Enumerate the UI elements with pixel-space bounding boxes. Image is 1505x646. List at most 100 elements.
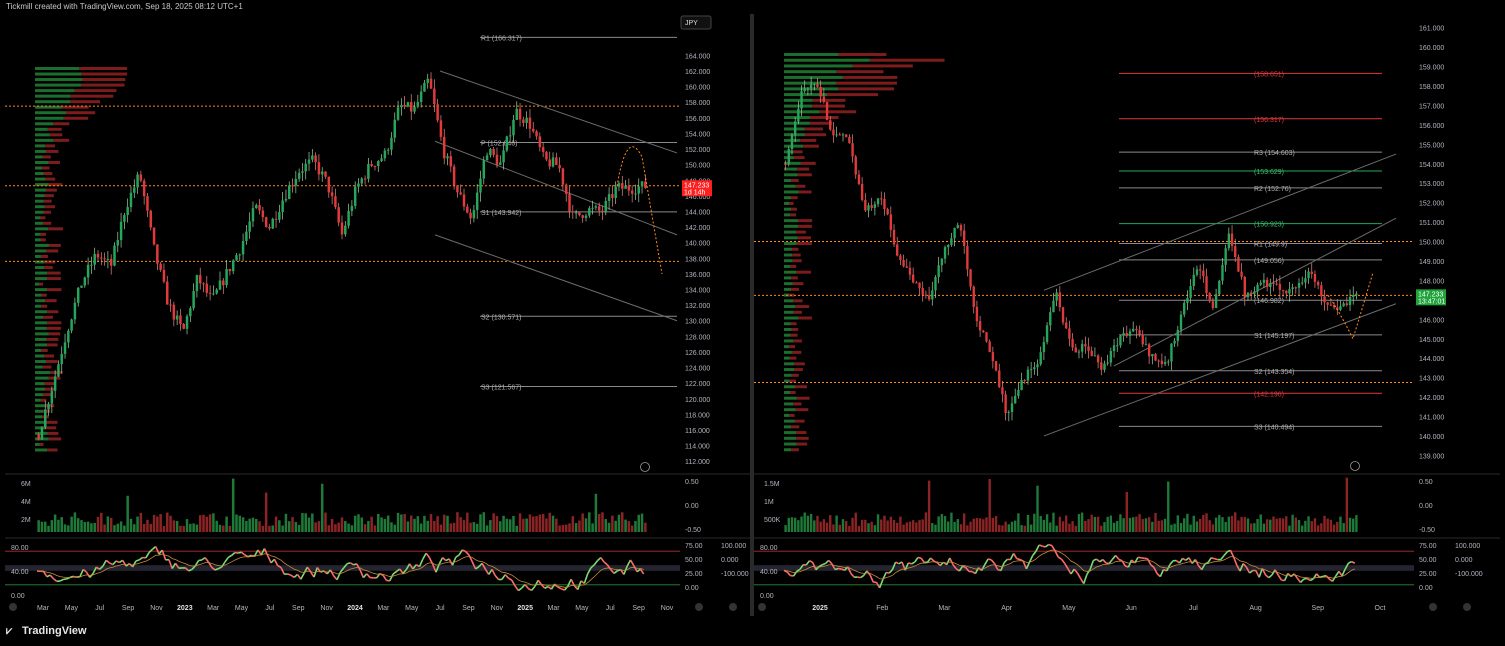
stochastic-line-segment xyxy=(220,561,226,568)
stochastic-line-segment xyxy=(237,551,242,554)
candle-body xyxy=(1176,329,1180,341)
stochastic-line-segment xyxy=(174,562,180,569)
volume-profile-bar xyxy=(784,379,790,383)
stochastic-line-segment xyxy=(1293,573,1299,579)
candle-body xyxy=(1052,300,1055,313)
candle-body xyxy=(1141,334,1144,345)
volume-bar xyxy=(505,518,509,532)
stochastic-line-segment xyxy=(965,567,970,573)
candle-body xyxy=(202,283,205,285)
stochastic-line-segment xyxy=(1150,564,1155,569)
volume-bar xyxy=(1237,520,1240,532)
left-chart-panel[interactable]: R1 (166.317) P (152.846) S1 (143.942) S2 (1… xyxy=(5,14,750,616)
volume-profile-bar xyxy=(44,354,55,358)
volume-profile-bar xyxy=(40,238,46,242)
volume-profile-bar xyxy=(784,305,796,309)
panel-divider[interactable] xyxy=(750,14,754,616)
candle-body xyxy=(953,227,956,239)
stochastic-line-segment xyxy=(105,559,111,564)
volume-profile-bar xyxy=(791,179,799,183)
candle-body xyxy=(883,198,886,209)
candle-body xyxy=(235,255,238,261)
volume-profile-bar xyxy=(784,213,791,217)
volume-bar xyxy=(809,513,813,532)
candle-body xyxy=(816,84,819,87)
tradingview-logo[interactable]: ⩗ TradingView xyxy=(6,625,87,638)
stochastic-line-segment xyxy=(445,558,450,562)
volume-bar xyxy=(218,524,222,532)
stochastic-line-segment xyxy=(811,562,817,571)
volume-profile-bar xyxy=(35,144,46,148)
volume-bar xyxy=(1033,513,1036,532)
stochastic-line-segment xyxy=(987,558,992,561)
stochastic-line-segment xyxy=(949,557,954,566)
candle-body xyxy=(528,117,532,129)
volume-profile-bar xyxy=(35,382,45,386)
volume-bar xyxy=(1326,518,1329,532)
candle-body xyxy=(841,134,845,136)
volume-profile-bar xyxy=(790,264,797,268)
volume-bar xyxy=(57,519,60,532)
candle-body xyxy=(998,370,1001,388)
stochastic-line-segment xyxy=(626,559,632,567)
candle-body xyxy=(278,212,281,220)
candle-body xyxy=(172,304,176,320)
volume-profile-bar xyxy=(50,371,63,375)
volume-bar xyxy=(800,516,803,532)
stochastic-line-segment xyxy=(194,560,200,567)
volume-bar xyxy=(829,515,832,532)
right-chart-panel[interactable]: (158.651) (156.317) R3 (154.603) (153.629) R… xyxy=(754,14,1500,616)
candle-body xyxy=(1023,380,1026,382)
candle-body xyxy=(515,108,519,120)
candle-body xyxy=(1125,333,1128,337)
volume-profile-bar xyxy=(790,322,797,326)
candle-body xyxy=(1154,353,1157,361)
candle-body xyxy=(1151,353,1154,357)
volume-profile-bar xyxy=(45,360,58,364)
volume-bar xyxy=(819,521,822,532)
volume-profile-bar xyxy=(792,259,802,263)
stochastic-line-segment xyxy=(1067,568,1072,575)
candle-body xyxy=(637,186,641,194)
volume-profile-bar xyxy=(789,379,796,383)
candle-body xyxy=(208,292,212,294)
candle-body xyxy=(541,147,545,152)
volume-profile-bar xyxy=(35,288,47,292)
stochastic-line-segment xyxy=(524,584,529,590)
stochastic-line-segment xyxy=(945,557,951,566)
last-price-tag xyxy=(682,180,712,197)
candle-body xyxy=(1071,338,1074,348)
volume-bar xyxy=(561,525,565,532)
candle-body xyxy=(558,164,561,169)
candle-body xyxy=(1001,387,1004,395)
volume-profile-bar xyxy=(35,232,41,236)
price-axis-label: 114.000 xyxy=(685,444,710,451)
volume-bar xyxy=(330,518,334,532)
right-chart-svg[interactable]: (158.651) (156.317) R3 (154.603) (153.629) R… xyxy=(754,14,1500,616)
volume-bar xyxy=(1339,516,1342,532)
volume-profile-bar xyxy=(43,210,52,214)
volume-bar xyxy=(1141,519,1144,532)
candle-body xyxy=(1138,330,1141,335)
candle-body xyxy=(231,260,235,272)
volume-bar xyxy=(192,523,195,532)
volume-bar xyxy=(106,516,110,532)
price-axis-label: 120.000 xyxy=(685,397,710,404)
volume-profile-bar xyxy=(800,138,817,142)
candle-body xyxy=(93,253,96,265)
candle-body xyxy=(545,151,548,160)
stochastic-line-segment xyxy=(1070,568,1075,575)
stochastic-line-segment xyxy=(1211,556,1215,560)
volume-profile-bar xyxy=(35,122,54,126)
volume-profile-bar xyxy=(784,333,791,337)
candle-body xyxy=(469,212,472,219)
candle-body xyxy=(1049,312,1052,326)
stochastic-line-segment xyxy=(838,567,842,570)
volume-profile-bar xyxy=(44,194,54,198)
candle-body xyxy=(403,105,406,107)
volume-profile-bar xyxy=(784,64,853,68)
volume-bar xyxy=(169,515,172,532)
volume-bar xyxy=(1310,521,1313,532)
volume-profile-bar xyxy=(796,442,808,446)
left-chart-svg[interactable]: R1 (166.317) P (152.846) S1 (143.942) S2 (1… xyxy=(5,14,750,616)
